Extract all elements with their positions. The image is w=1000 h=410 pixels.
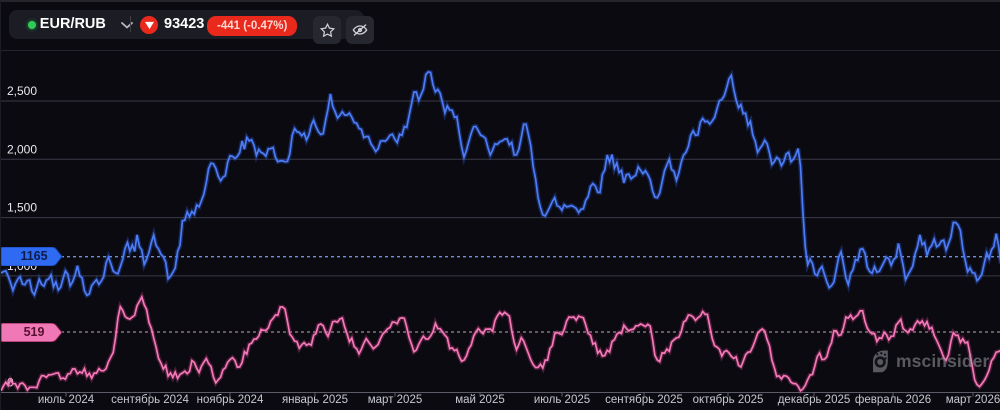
svg-text:2,500: 2,500 (7, 84, 37, 98)
svg-text:2,000: 2,000 (7, 142, 37, 156)
svg-text:1,500: 1,500 (7, 201, 37, 215)
